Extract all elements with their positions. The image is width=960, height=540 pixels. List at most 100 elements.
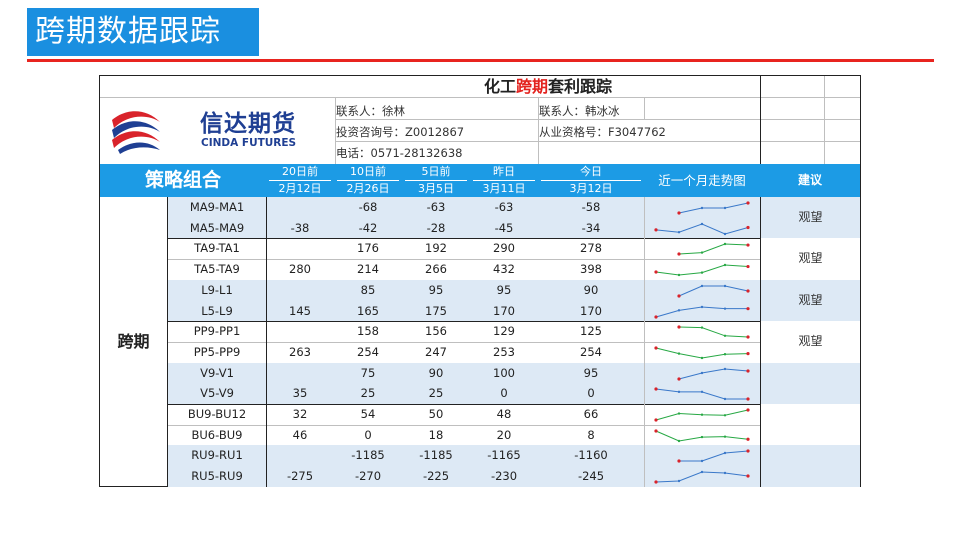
spread-value-cell: 18 (428, 427, 444, 442)
logo-english-name: CINDA FUTURES (201, 137, 297, 149)
spread-pair-name: PP9-PP1 (193, 324, 241, 339)
trend-sparkline (654, 346, 750, 360)
sparkline-point (700, 390, 704, 394)
spread-value-cell: -58 (581, 200, 601, 214)
sparkline-point (654, 270, 658, 274)
sparkline-point (677, 412, 681, 415)
spread-pair-name: L5-L9 (201, 303, 233, 318)
sparkline-point (700, 222, 704, 225)
sparkline-line (655, 305, 748, 317)
spread-value-cell: 214 (357, 262, 379, 277)
table-row: V9-V1 75 90 100 95 (168, 362, 760, 384)
spread-value-cell: 145 (289, 303, 311, 318)
spread-pair-name: BU6-BU9 (191, 427, 243, 442)
advice-cell: 观望 (761, 238, 860, 280)
spread-value-cell: -1160 (574, 448, 608, 463)
sparkline-line (678, 285, 749, 297)
trend-sparkline (677, 243, 750, 256)
spread-pair-name: MA9-MA1 (189, 200, 245, 214)
advice-cell: 观望 (761, 197, 860, 239)
spread-value-cell: -245 (577, 469, 605, 484)
spread-value-cell: -230 (490, 469, 518, 484)
trend-sparkline (654, 387, 750, 401)
spread-value-cell: 278 (580, 241, 602, 256)
sparkline-point (700, 326, 704, 329)
spread-value-cell: -38 (290, 220, 310, 235)
sparkline-point (723, 206, 727, 210)
table-row: MA5-MA9 -38 -42 -28 -45 -34 (168, 217, 760, 239)
table-row: BU6-BU9 46 0 18 20 8 (168, 425, 760, 446)
spread-value-cell: 432 (493, 262, 515, 277)
advice-cell: 观望 (761, 321, 860, 363)
spread-value-cell: -63 (426, 200, 446, 214)
spread-value-cell (266, 280, 334, 301)
sparkline-point (700, 371, 704, 374)
sparkline-point (746, 408, 750, 412)
spread-value-cell: 54 (360, 407, 376, 421)
sparkline-line (655, 471, 749, 483)
sparkline-line (678, 326, 749, 338)
sparkline-point (700, 284, 704, 287)
sparkline-point (677, 459, 681, 463)
sparkline-point (677, 230, 681, 234)
spread-value-cell: 95 (583, 365, 599, 380)
sparkline-point (723, 232, 727, 235)
spread-value-cell: 192 (425, 241, 447, 256)
spread-value-cell: 290 (493, 241, 515, 256)
sparkline-line (679, 450, 749, 462)
sparkline-point (654, 418, 658, 422)
sparkline-point (723, 414, 727, 417)
category-label: 跨期 (117, 332, 150, 351)
trend-sparkline (677, 449, 750, 463)
sparkline-point (654, 480, 658, 484)
spread-tracking-table: 化工跨期套利跟踪 信达期货 CINDA FUTURES 联系人：徐林 联系人：韩… (99, 75, 861, 488)
sparkline-point (723, 452, 727, 455)
spread-value-cell: 247 (425, 344, 447, 359)
col-header-today: 今日 3月12日 (538, 164, 644, 197)
spread-value-cell: 25 (360, 386, 376, 401)
sparkline-point (654, 314, 658, 319)
spread-value-cell: 75 (360, 365, 376, 380)
sparkline-point (677, 252, 681, 256)
sparkline-point (746, 306, 750, 310)
phone-number: 电话：0571-28132638 (336, 146, 463, 160)
trend-sparkline (654, 263, 750, 277)
sparkline-point (677, 352, 681, 355)
sparkline-point (746, 368, 750, 373)
advice-cell (761, 362, 860, 404)
spread-value-cell (266, 445, 334, 466)
table-row: RU9-RU1 -1185 -1185 -1165 -1160 (168, 445, 760, 467)
sparkline-point (677, 376, 681, 381)
spread-pair-name: RU9-RU1 (191, 448, 243, 463)
spread-pair-name: MA5-MA9 (189, 220, 245, 235)
table-row: MA9-MA1 -68 -63 -63 -58 (168, 197, 760, 218)
sparkline-line (655, 223, 749, 235)
sparkline-point (677, 479, 681, 483)
sparkline-point (700, 305, 704, 308)
spread-value-cell: -68 (358, 200, 378, 214)
sparkline-line (655, 347, 749, 359)
table-row: PP5-PP9 263 254 247 253 254 (168, 342, 760, 363)
sparkline-point (723, 243, 727, 246)
spread-value-cell: 90 (583, 282, 599, 297)
sparkline-point (746, 265, 750, 269)
table-row: PP9-PP1 158 156 129 125 (168, 321, 760, 342)
spread-value-cell: 100 (493, 365, 515, 380)
sparkline-point (700, 356, 704, 360)
spread-value-cell: 0 (364, 427, 372, 442)
advice-cell: 观望 (761, 279, 860, 322)
table-row: BU9-BU12 32 54 50 48 66 (168, 404, 760, 425)
sparkline-point (746, 397, 750, 401)
spread-pair-name: V9-V1 (200, 365, 234, 380)
spread-value-cell: 165 (357, 303, 379, 318)
sparkline-line (678, 202, 749, 214)
sparkline-point (700, 460, 704, 463)
advice-header: 建议 (797, 173, 822, 187)
trend-sparkline (677, 325, 750, 339)
spread-value-cell: 263 (289, 344, 311, 359)
spread-value-cell: -1185 (351, 448, 385, 463)
sparkline-point (746, 225, 750, 229)
spread-value-cell: 90 (428, 365, 444, 380)
spread-value-cell: -275 (286, 469, 314, 484)
spread-pair-name: RU5-RU9 (191, 469, 243, 484)
